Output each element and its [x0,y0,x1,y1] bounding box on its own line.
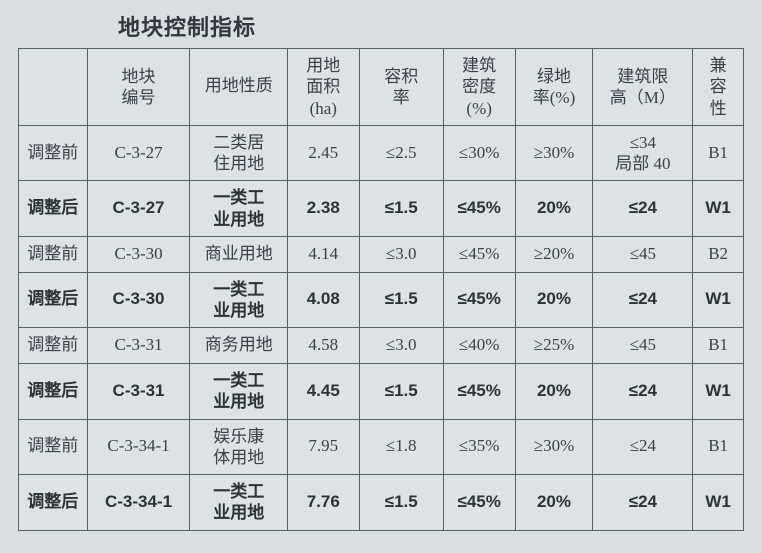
table-cell: ≤30% [443,125,515,181]
table-cell: 一类工业用地 [190,364,287,420]
table-cell: 一类工业用地 [190,272,287,328]
table-cell: C-3-34-1 [87,419,190,475]
table-cell: 20% [515,475,593,531]
table-cell: 20% [515,181,593,237]
table-cell: 4.14 [287,236,359,272]
table-cell: 调整前 [19,125,88,181]
table-row: 调整前C-3-34-1娱乐康体用地7.95≤1.8≤35%≥30%≤24B1 [19,419,744,475]
table-cell: C-3-31 [87,328,190,364]
table-cell: ≤3.0 [359,236,443,272]
table-cell: 调整前 [19,419,88,475]
table-cell: ≤3.0 [359,328,443,364]
table-cell: W1 [693,272,744,328]
page: 地块控制指标 地块编号 用地性质 用地面积(ha) 容积率 建筑密度(%) 绿地… [0,0,762,553]
col-header: 用地面积(ha) [287,49,359,126]
table-cell: W1 [693,364,744,420]
table-cell: 7.95 [287,419,359,475]
table-cell: B1 [693,419,744,475]
table-cell: ≤45% [443,181,515,237]
table-cell: 一类工业用地 [190,475,287,531]
table-cell: C-3-27 [87,125,190,181]
table-cell: 4.45 [287,364,359,420]
table-row: 调整后C-3-34-1一类工业用地7.76≤1.5≤45%20%≤24W1 [19,475,744,531]
table-cell: 调整后 [19,475,88,531]
table-cell: ≤45% [443,236,515,272]
indicator-table: 地块编号 用地性质 用地面积(ha) 容积率 建筑密度(%) 绿地率(%) 建筑… [18,48,744,531]
table-cell: W1 [693,181,744,237]
table-row: 调整前C-3-30商业用地4.14≤3.0≤45%≥20%≤45B2 [19,236,744,272]
col-header: 地块编号 [87,49,190,126]
col-header: 绿地率(%) [515,49,593,126]
table-cell: 商务用地 [190,328,287,364]
table-cell: ≤45% [443,272,515,328]
table-cell: ≤45% [443,364,515,420]
table-cell: C-3-31 [87,364,190,420]
table-cell: C-3-30 [87,236,190,272]
col-header: 建筑限高（M） [593,49,693,126]
table-cell: 二类居住用地 [190,125,287,181]
table-cell: ≤1.5 [359,272,443,328]
table-cell: ≤34局部 40 [593,125,693,181]
col-header [19,49,88,126]
table-cell: 4.58 [287,328,359,364]
table-row: 调整后C-3-31一类工业用地4.45≤1.5≤45%20%≤24W1 [19,364,744,420]
table-cell: ≤2.5 [359,125,443,181]
table-cell: ≤40% [443,328,515,364]
table-cell: 调整后 [19,272,88,328]
table-row: 调整前C-3-27二类居住用地2.45≤2.5≤30%≥30%≤34局部 40B… [19,125,744,181]
table-cell: ≤1.5 [359,364,443,420]
table-body: 调整前C-3-27二类居住用地2.45≤2.5≤30%≥30%≤34局部 40B… [19,125,744,530]
table-cell: ≥30% [515,125,593,181]
table-cell: 20% [515,364,593,420]
table-cell: 调整后 [19,364,88,420]
table-cell: ≤1.5 [359,475,443,531]
table-cell: 20% [515,272,593,328]
col-header: 用地性质 [190,49,287,126]
table-header-row: 地块编号 用地性质 用地面积(ha) 容积率 建筑密度(%) 绿地率(%) 建筑… [19,49,744,126]
table-cell: ≥30% [515,419,593,475]
table-cell: ≤35% [443,419,515,475]
table-cell: C-3-27 [87,181,190,237]
table-cell: ≤24 [593,272,693,328]
table-cell: 4.08 [287,272,359,328]
table-cell: B1 [693,125,744,181]
table-cell: 调整后 [19,181,88,237]
table-cell: 娱乐康体用地 [190,419,287,475]
col-header: 建筑密度(%) [443,49,515,126]
table-cell: 商业用地 [190,236,287,272]
table-cell: 一类工业用地 [190,181,287,237]
col-header: 容积率 [359,49,443,126]
table-cell: ≥25% [515,328,593,364]
table-cell: C-3-34-1 [87,475,190,531]
page-title: 地块控制指标 [118,10,744,42]
table-cell: ≤1.8 [359,419,443,475]
table-row: 调整前C-3-31商务用地4.58≤3.0≤40%≥25%≤45B1 [19,328,744,364]
table-row: 调整后C-3-27一类工业用地2.38≤1.5≤45%20%≤24W1 [19,181,744,237]
table-cell: W1 [693,475,744,531]
table-cell: 调整前 [19,328,88,364]
col-header: 兼容性 [693,49,744,126]
table-cell: ≤45 [593,328,693,364]
table-cell: ≤24 [593,364,693,420]
table-cell: ≤45% [443,475,515,531]
table-cell: 2.45 [287,125,359,181]
table-cell: ≥20% [515,236,593,272]
table-cell: 7.76 [287,475,359,531]
table-row: 调整后C-3-30一类工业用地4.08≤1.5≤45%20%≤24W1 [19,272,744,328]
table-cell: 2.38 [287,181,359,237]
table-cell: B2 [693,236,744,272]
table-cell: C-3-30 [87,272,190,328]
table-cell: ≤1.5 [359,181,443,237]
table-cell: ≤24 [593,181,693,237]
table-cell: ≤45 [593,236,693,272]
table-cell: ≤24 [593,419,693,475]
table-cell: ≤24 [593,475,693,531]
table-cell: B1 [693,328,744,364]
table-cell: 调整前 [19,236,88,272]
